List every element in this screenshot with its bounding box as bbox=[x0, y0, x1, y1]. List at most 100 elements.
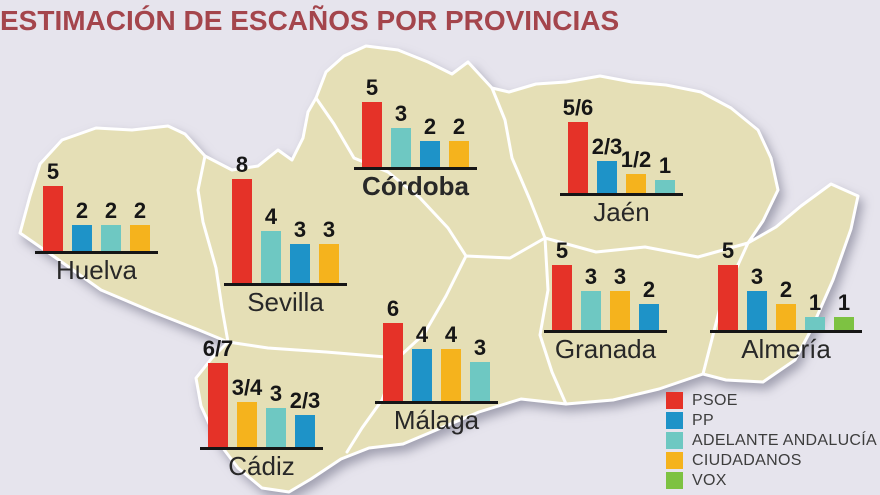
bar-ciudadanos bbox=[626, 173, 646, 193]
chart-baseline bbox=[354, 167, 477, 170]
bar-ciudadanos bbox=[776, 304, 796, 330]
chart-baseline bbox=[375, 401, 498, 404]
bar-value-label: 3 bbox=[269, 381, 283, 406]
bar-adelante-andalucia bbox=[470, 362, 490, 401]
bar-column-ciudadanos: 2 bbox=[776, 279, 796, 330]
bar-adelante-andalucia bbox=[805, 317, 825, 330]
bar-ciudadanos bbox=[130, 225, 150, 251]
bar-value-label: 2 bbox=[779, 277, 793, 302]
province-label: Almería bbox=[741, 334, 831, 364]
bar-column-pp: 2 bbox=[639, 279, 659, 330]
bar-psoe bbox=[718, 265, 738, 330]
bar-value-label: 5 bbox=[721, 238, 735, 263]
bar-value-label: 2 bbox=[423, 114, 437, 139]
chart-baseline bbox=[544, 330, 667, 333]
province-label: Granada bbox=[554, 334, 657, 364]
bar-value-label: 1 bbox=[837, 290, 851, 315]
bar-pp bbox=[412, 349, 432, 401]
bar-pp bbox=[420, 141, 440, 167]
bar-column-adelante-andalucia: 1 bbox=[805, 292, 825, 330]
bar-vox bbox=[834, 317, 854, 330]
province-label: Málaga bbox=[393, 405, 480, 435]
legend-swatch-psoe bbox=[666, 392, 683, 409]
bar-ciudadanos bbox=[441, 349, 461, 401]
bar-psoe bbox=[232, 179, 252, 283]
province-chart-malaga: 6 4 4 3 Málaga bbox=[375, 298, 498, 435]
bar-adelante-andalucia bbox=[655, 180, 675, 193]
bar-adelante-andalucia bbox=[266, 408, 286, 447]
bar-psoe bbox=[383, 323, 403, 401]
bar-value-label: 3 bbox=[394, 101, 408, 126]
bar-column-psoe: 5 bbox=[552, 240, 572, 330]
bar-psoe bbox=[552, 265, 572, 330]
province-label: Huelva bbox=[56, 255, 137, 285]
page-title: ESTIMACIÓN DE ESCAÑOS POR PROVINCIAS bbox=[0, 5, 620, 36]
bar-column-pp: 2 bbox=[72, 200, 92, 251]
province-label: Cádiz bbox=[228, 451, 295, 481]
bar-value-label: 8 bbox=[235, 152, 249, 177]
province-chart-granada: 5 3 3 2 Granada bbox=[544, 240, 667, 364]
bar-adelante-andalucia bbox=[261, 231, 281, 283]
bar-adelante-andalucia bbox=[581, 291, 601, 330]
bar-column-ciudadanos: 3/4 bbox=[232, 376, 262, 447]
bar-value-label: 2/3 bbox=[591, 133, 623, 159]
bar-value-label: 2/3 bbox=[289, 387, 321, 413]
bar-column-pp: 2/3 bbox=[290, 389, 320, 447]
chart-baseline bbox=[200, 447, 323, 450]
chart-baseline bbox=[710, 330, 862, 333]
province-chart-jaen: 5/6 2/3 1/2 1 Jaén bbox=[560, 96, 683, 227]
bar-column-adelante-andalucia: 1 bbox=[655, 155, 675, 193]
bar-column-adelante-andalucia: 3 bbox=[470, 337, 490, 401]
bar-value-label: 3 bbox=[584, 264, 598, 289]
bar-column-vox: 1 bbox=[834, 292, 854, 330]
legend-item-ciudadanos: CIUDADANOS bbox=[666, 452, 877, 469]
province-chart-cadiz: 6/7 3/4 3 2/3 Cádiz bbox=[200, 335, 323, 481]
legend: PSOE PP ADELANTE ANDALUCÍA CIUDADANOS VOX bbox=[666, 392, 877, 492]
bar-pp bbox=[639, 304, 659, 330]
bar-column-ciudadanos: 4 bbox=[441, 324, 461, 401]
bar-value-label: 2 bbox=[133, 198, 147, 223]
bar-value-label: 6/7 bbox=[202, 335, 234, 361]
legend-label: VOX bbox=[692, 471, 727, 489]
bar-value-label: 4 bbox=[264, 204, 278, 229]
bar-column-pp: 3 bbox=[747, 266, 767, 330]
bar-column-pp: 3 bbox=[290, 219, 310, 283]
province-chart-huelva: 5 2 2 2 Huelva bbox=[35, 161, 158, 285]
province-label: Sevilla bbox=[247, 287, 324, 317]
bar-column-pp: 4 bbox=[412, 324, 432, 401]
bar-column-ciudadanos: 2 bbox=[449, 116, 469, 167]
bar-psoe bbox=[208, 362, 228, 447]
bar-value-label: 2 bbox=[104, 198, 118, 223]
bar-pp bbox=[747, 291, 767, 330]
bar-psoe bbox=[43, 186, 63, 251]
bar-column-ciudadanos: 2 bbox=[130, 200, 150, 251]
bar-value-label: 1/2 bbox=[620, 146, 652, 172]
bar-adelante-andalucia bbox=[391, 128, 411, 167]
bar-adelante-andalucia bbox=[101, 225, 121, 251]
bar-value-label: 3 bbox=[473, 335, 487, 360]
bar-ciudadanos bbox=[610, 291, 630, 330]
province-chart-cordoba: 5 3 2 2 Córdoba bbox=[354, 77, 477, 201]
bars-row: 5/6 2/3 1/2 1 bbox=[560, 96, 683, 193]
chart-baseline bbox=[224, 283, 347, 286]
bars-row: 6/7 3/4 3 2/3 bbox=[200, 335, 323, 447]
province-label: Jaén bbox=[593, 197, 650, 227]
bar-value-label: 3 bbox=[322, 217, 336, 242]
legend-label: CIUDADANOS bbox=[692, 451, 802, 469]
bar-value-label: 4 bbox=[444, 322, 458, 347]
bar-ciudadanos bbox=[237, 401, 257, 447]
bar-column-adelante-andalucia: 3 bbox=[266, 383, 286, 447]
legend-swatch-adelante-andalucia bbox=[666, 432, 683, 449]
bar-pp bbox=[295, 414, 315, 447]
bar-value-label: 1 bbox=[808, 290, 822, 315]
bar-column-psoe: 5 bbox=[362, 77, 382, 167]
bar-value-label: 3 bbox=[750, 264, 764, 289]
bar-value-label: 4 bbox=[415, 322, 429, 347]
